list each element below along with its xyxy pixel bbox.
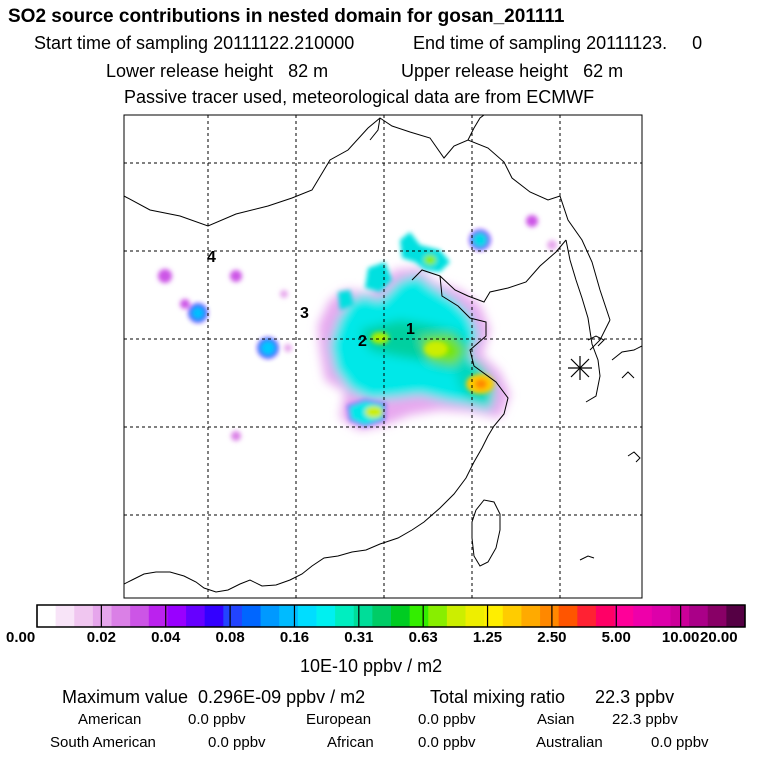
- colorbar-tick-label: 0.04: [151, 629, 181, 646]
- colorbar-tick-label: 0.63: [408, 629, 438, 646]
- colorbar-swatch: [260, 605, 280, 627]
- colorbar-swatch: [186, 605, 206, 627]
- colorbar-swatch: [595, 605, 615, 627]
- colorbar-swatch: [55, 605, 75, 627]
- colorbar-swatch: [484, 605, 504, 627]
- colorbar-swatch: [223, 605, 243, 627]
- american-value: 0.0 ppbv: [188, 711, 246, 728]
- colorbar-swatch: [558, 605, 578, 627]
- colorbar-swatch: [335, 605, 355, 627]
- colorbar-swatch: [614, 605, 634, 627]
- receptor-asterisk-icon: [568, 356, 592, 380]
- colorbar-tick-label: 0.31: [344, 629, 374, 646]
- asian-label: Asian: [537, 711, 575, 728]
- colorbar-swatch: [689, 605, 709, 627]
- colorbar-swatch: [148, 605, 168, 627]
- south-american-value: 0.0 ppbv: [208, 734, 266, 751]
- asian-value: 22.3 ppbv: [612, 711, 678, 728]
- colorbar-swatch: [391, 605, 411, 627]
- upper-release-height: Upper release height 62 m: [401, 61, 624, 81]
- colorbar-swatch: [37, 605, 57, 627]
- african-value: 0.0 ppbv: [418, 734, 476, 751]
- end-time: End time of sampling 20111123. 0: [413, 33, 703, 53]
- colorbar-swatch: [297, 605, 317, 627]
- australian-value: 0.0 ppbv: [651, 734, 709, 751]
- colorbar-swatch: [465, 605, 485, 627]
- region-label-1: 1: [406, 321, 415, 338]
- european-value: 0.0 ppbv: [418, 711, 476, 728]
- chart-title: SO2 source contributions in nested domai…: [8, 6, 565, 27]
- colorbar-swatch: [74, 605, 94, 627]
- colorbar-swatch: [409, 605, 429, 627]
- colorbar-tick-label: 20.00: [700, 629, 738, 646]
- colorbar-swatch: [577, 605, 597, 627]
- colorbar-swatch: [111, 605, 131, 627]
- colorbar-swatch: [446, 605, 466, 627]
- colorbar-unit: 10E-10 ppbv / m2: [300, 656, 443, 676]
- lat-lon-grid: [124, 115, 642, 598]
- colorbar-swatch: [241, 605, 261, 627]
- colorbar-swatch: [279, 605, 299, 627]
- colorbar-tick-label: 0.02: [86, 629, 116, 646]
- colorbar-swatch: [204, 605, 224, 627]
- colorbar-swatch: [521, 605, 541, 627]
- african-label: African: [327, 734, 374, 751]
- colorbar-swatch: [502, 605, 522, 627]
- region-label-3: 3: [300, 305, 309, 322]
- colorbar-swatch: [651, 605, 671, 627]
- colorbar-tick-label: 0.08: [215, 629, 245, 646]
- coastlines: [124, 115, 642, 593]
- european-label: European: [306, 711, 372, 728]
- colorbar-swatch: [167, 605, 187, 627]
- colorbar-tick-label: 5.00: [601, 629, 631, 646]
- colorbar-tick-label: 10.00: [661, 629, 700, 646]
- colorbar-swatch: [726, 605, 746, 627]
- colorbar-tick-label: 2.50: [537, 629, 567, 646]
- colorbar-swatch: [92, 605, 112, 627]
- colorbar-swatch: [130, 605, 150, 627]
- region-label-2: 2: [358, 333, 367, 350]
- colorbar-swatch: [316, 605, 336, 627]
- colorbar-tick-label: 0.16: [279, 629, 310, 646]
- colorbar-swatch: [633, 605, 653, 627]
- lower-release-height: Lower release height 82 m: [106, 61, 329, 81]
- start-time: Start time of sampling 20111122.210000: [34, 33, 355, 53]
- map-frame: [123, 114, 643, 599]
- colorbar-swatch: [353, 605, 373, 627]
- total-mixing-ratio: Total mixing ratio 22.3 ppbv: [430, 687, 675, 707]
- colorbar-tick-label: 0.00: [6, 629, 36, 646]
- region-label-4: 4: [207, 249, 216, 266]
- colorbar-swatch: [372, 605, 392, 627]
- colorbar-swatch: [670, 605, 690, 627]
- colorbar: [36, 604, 746, 628]
- colorbar-tick-label: 1.25: [472, 629, 503, 646]
- australian-label: Australian: [536, 734, 603, 751]
- colorbar-swatch: [428, 605, 448, 627]
- maximum-value: Maximum value 0.296E-09 ppbv / m2: [62, 687, 366, 707]
- colorbar-swatch: [707, 605, 727, 627]
- passive-tracer-note: Passive tracer used, meteorological data…: [124, 87, 595, 107]
- colorbar-swatch: [540, 605, 560, 627]
- concentration-field: [158, 215, 557, 441]
- colorbar-frame: [36, 604, 746, 628]
- south-american-label: South American: [50, 734, 156, 751]
- american-label: American: [78, 711, 142, 728]
